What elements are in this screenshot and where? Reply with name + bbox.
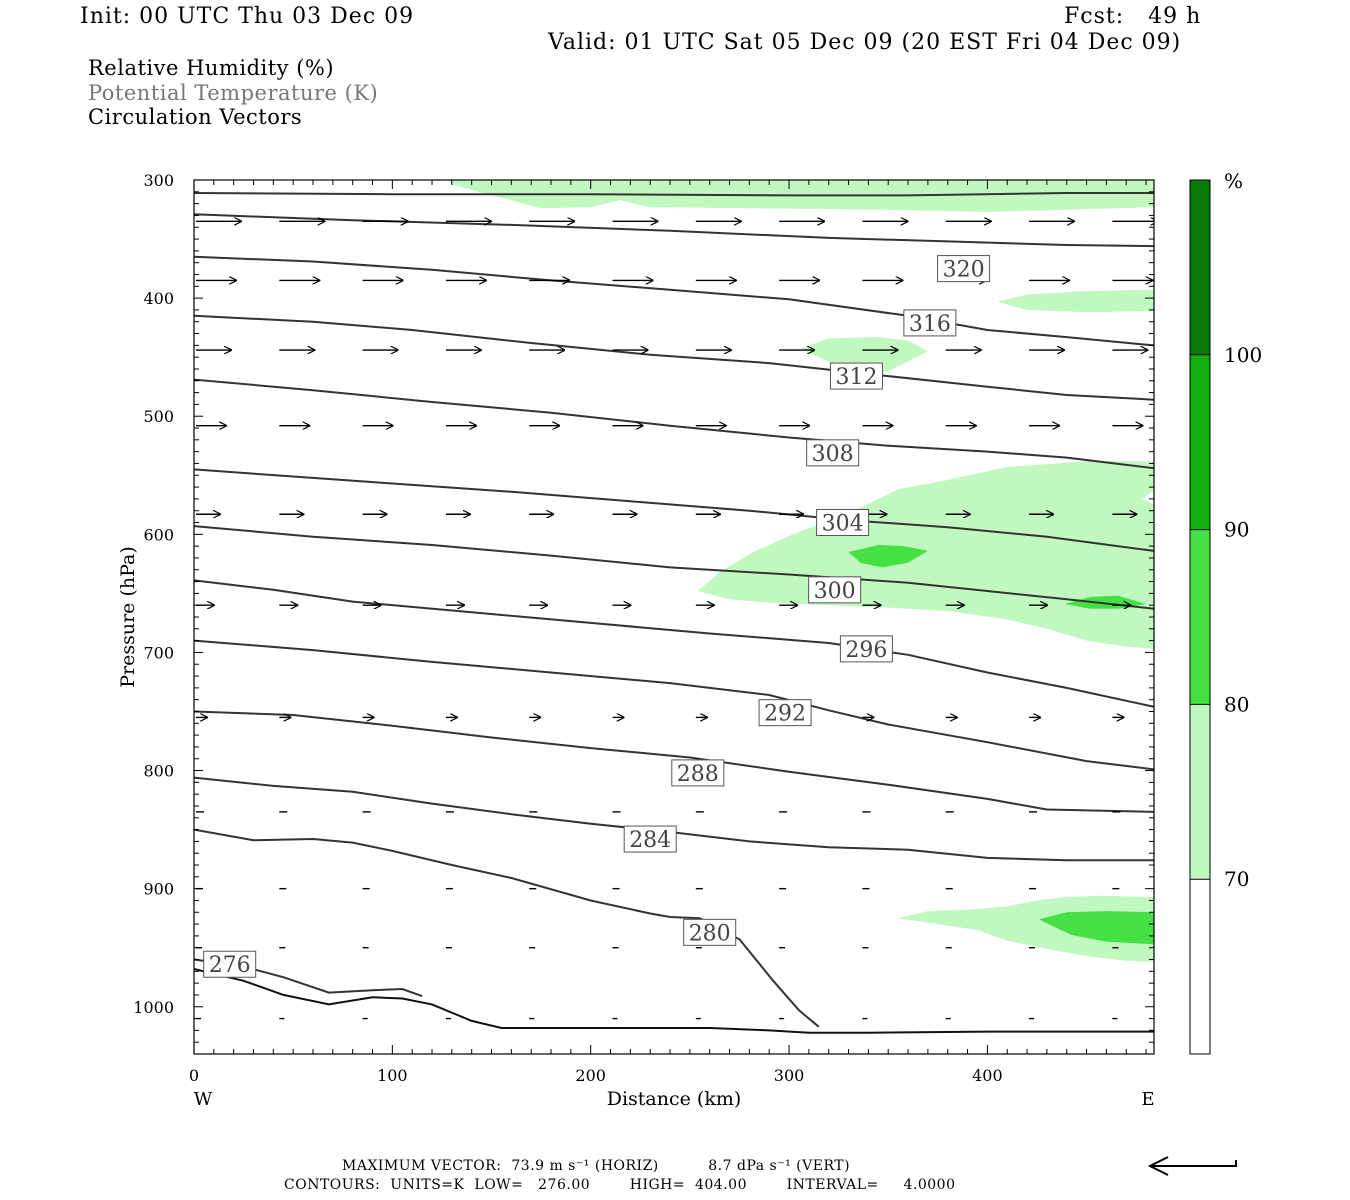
humidity-region-4	[848, 545, 928, 568]
colorbar-unit: %	[1224, 169, 1243, 193]
theta-contour-288	[194, 710, 1154, 813]
contour-label-box-304	[816, 509, 870, 537]
contour-label-304: 304	[822, 512, 864, 537]
humidity-region-1	[997, 289, 1154, 313]
theta-contour-316	[194, 255, 1154, 347]
colorbar-segment-2	[1190, 529, 1210, 705]
contour-label-296: 296	[845, 638, 887, 663]
theta-contour-292	[194, 639, 1154, 771]
valid-time: Valid: 01 UTC Sat 05 Dec 09 (20 EST Fri …	[548, 30, 1182, 55]
theta-contour-312	[194, 314, 1154, 401]
y-tick-label-600: 600	[143, 525, 174, 544]
y-tick-label-300: 300	[143, 171, 174, 190]
colorbar-label-70: 70	[1224, 867, 1249, 891]
contour-label-276: 276	[209, 953, 251, 978]
contour-label-box-284	[623, 825, 677, 853]
colorbar-segment-3	[1190, 354, 1210, 530]
init-time: Init: 00 UTC Thu 03 Dec 09	[80, 4, 415, 29]
contour-label-280: 280	[689, 921, 731, 946]
x-tick-label-400: 400	[972, 1066, 1003, 1085]
theta-contour-top-12	[194, 192, 1154, 197]
contour-label-308: 308	[812, 442, 854, 467]
contour-label-box-288	[671, 759, 725, 787]
legend-relative-humidity: Relative Humidity (%)	[88, 56, 335, 80]
colorbar-segment-0	[1190, 879, 1210, 1054]
reference-vector-arrow	[1147, 1156, 1237, 1176]
y-tick-label-500: 500	[143, 407, 174, 426]
theta-contour-280	[194, 828, 820, 1028]
contour-label-box-316	[903, 309, 957, 337]
y-tick-label-1000: 1000	[133, 998, 174, 1017]
contour-label-box-276	[203, 950, 257, 978]
forecast-hour: Fcst: 49 h	[1064, 4, 1202, 29]
y-tick-label-400: 400	[143, 289, 174, 308]
theta-contour-320	[194, 213, 1154, 248]
contour-label-box-320	[937, 255, 991, 283]
contour-label-box-292	[758, 699, 812, 727]
colorbar-label-80: 80	[1224, 692, 1249, 716]
legend-potential-temperature: Potential Temperature (K)	[88, 81, 379, 105]
contour-label-box-280	[683, 918, 737, 946]
y-axis-label: Pressure (hPa)	[117, 546, 139, 688]
x-axis-east-label: E	[1141, 1089, 1154, 1110]
theta-contour-296	[194, 579, 1154, 708]
colorbar-label-90: 90	[1224, 518, 1249, 542]
terrain-line	[194, 968, 1154, 1034]
colorbar-label-100: 100	[1224, 343, 1262, 367]
contour-label-300: 300	[814, 579, 856, 604]
contour-label-box-312	[829, 362, 883, 390]
colorbar-frame	[1189, 179, 1211, 1055]
y-tick-label-900: 900	[143, 880, 174, 899]
max-vector-note: MAXIMUM VECTOR: 73.9 m s⁻¹ (HORIZ) 8.7 d…	[342, 1158, 851, 1174]
x-axis-label: Distance (km)	[607, 1088, 742, 1110]
contour-label-316: 316	[909, 312, 951, 337]
colorbar-segment-1	[1190, 704, 1210, 880]
x-tick-label-300: 300	[774, 1066, 805, 1085]
x-tick-label-0: 0	[189, 1066, 199, 1085]
contour-label-320: 320	[943, 258, 985, 283]
theta-contour-308	[194, 378, 1154, 470]
x-tick-label-100: 100	[377, 1066, 408, 1085]
humidity-region-3	[697, 461, 1154, 649]
y-tick-label-700: 700	[143, 643, 174, 662]
legend-circulation-vectors: Circulation Vectors	[88, 105, 303, 129]
contour-label-288: 288	[677, 762, 719, 787]
contour-label-box-308	[806, 439, 860, 467]
x-tick-label-200: 200	[575, 1066, 606, 1085]
contour-label-312: 312	[835, 365, 877, 390]
contour-label-box-300	[808, 576, 862, 604]
theta-contour-300	[194, 525, 1154, 610]
colorbar-segment-4	[1190, 180, 1210, 355]
contour-label-292: 292	[764, 702, 806, 727]
contours-note: CONTOURS: UNITS=K LOW= 276.00 HIGH= 404.…	[284, 1177, 956, 1193]
contour-label-box-296	[839, 635, 893, 663]
humidity-region-7	[1039, 911, 1154, 945]
theta-contour-304	[194, 468, 1154, 552]
x-axis-west-label: W	[194, 1089, 213, 1110]
y-tick-label-800: 800	[143, 762, 174, 781]
contour-label-284: 284	[629, 828, 671, 853]
